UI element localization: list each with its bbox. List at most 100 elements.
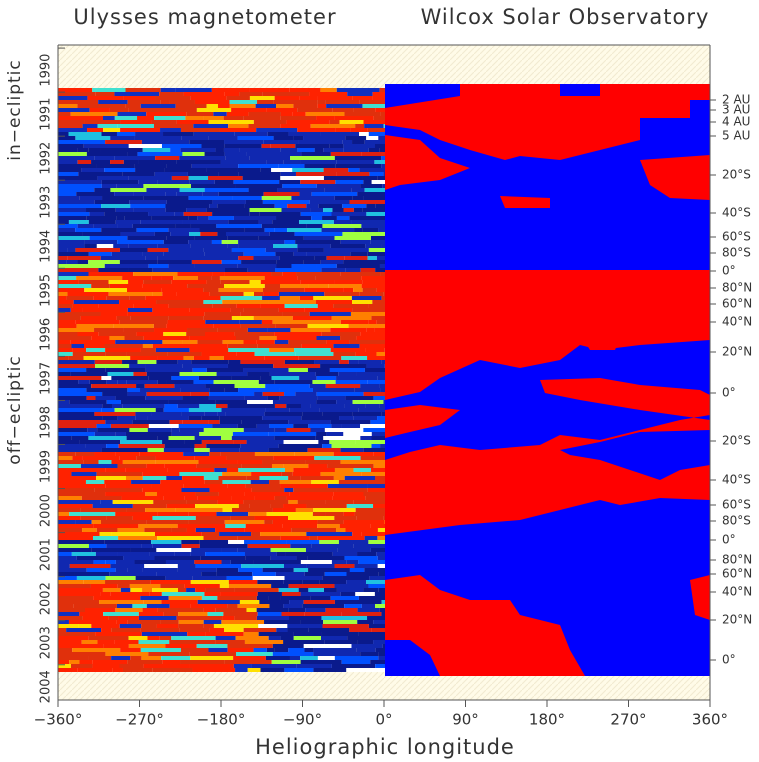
texture-cell [142,284,188,288]
texture-cell [58,524,94,528]
y-tick-label: 1997 [39,362,54,395]
texture-cell [353,544,385,548]
texture-cell [360,384,380,388]
texture-cell [351,188,365,192]
texture-cell [190,604,228,608]
texture-cell [375,204,385,208]
texture-cell [103,644,129,648]
texture-cell [249,280,261,284]
texture-cell [72,304,99,308]
texture-cell [86,368,106,372]
texture-cell [93,524,139,528]
texture-cell [368,248,385,252]
texture-cell [265,248,298,252]
texture-cell [366,328,375,332]
texture-cell [135,576,166,580]
texture-cell [168,228,200,232]
texture-cell [311,192,358,196]
texture-cell [145,364,183,368]
texture-cell [58,340,71,344]
texture-cell [119,320,168,324]
texture-cell [170,148,181,152]
texture-cell [58,160,78,164]
texture-cell [209,292,244,296]
texture-cell [183,356,194,360]
texture-cell [151,276,162,280]
texture-cell [58,312,101,316]
texture-cell [295,240,341,244]
texture-cell [152,516,196,520]
texture-cell [381,412,385,416]
texture-cell [254,392,263,396]
texture-cell [202,192,219,196]
texture-cell [334,516,357,520]
y-tick-label: 2003 [39,626,54,659]
texture-cell [138,612,164,616]
texture-cell [142,488,182,492]
texture-cell [312,380,336,384]
texture-cell [58,292,68,296]
texture-cell [274,428,287,432]
texture-cell [280,636,294,640]
texture-cell [364,188,385,192]
texture-cell [345,136,367,140]
texture-cell [171,636,216,640]
texture-cell [154,328,188,332]
texture-cell [128,636,148,640]
y-tick-label: 1996 [39,318,54,351]
texture-cell [58,660,70,664]
texture-cell [125,432,172,436]
texture-cell [371,180,385,184]
texture-cell [188,216,198,220]
texture-cell [96,244,114,248]
texture-cell [122,360,138,364]
texture-cell [142,568,178,572]
texture-cell [188,408,222,412]
texture-cell [119,260,158,264]
texture-cell [148,212,175,216]
texture-cell [336,264,380,268]
texture-cell [205,588,235,592]
texture-cell [154,116,186,120]
texture-cell [127,660,163,664]
texture-cell [274,332,322,336]
texture-cell [281,472,293,476]
texture-cell [380,388,385,392]
texture-cell [229,100,258,104]
texture-cell [383,172,385,176]
texture-cell [58,632,96,636]
texture-cell [379,404,385,408]
texture-cell [343,144,376,148]
texture-cell [365,244,382,248]
texture-cell [280,112,293,116]
texture-cell [302,336,317,340]
texture-cell [353,108,376,112]
texture-cell [58,228,76,232]
texture-cell [82,232,121,236]
texture-cell [281,592,301,596]
texture-cell [266,108,298,112]
texture-cell [58,152,87,156]
texture-cell [58,196,80,200]
texture-cell [120,120,152,124]
texture-cell [209,488,252,492]
texture-cell [222,508,233,512]
texture-cell [140,348,156,352]
texture-cell [140,220,183,224]
texture-cell [226,456,274,460]
texture-cell [300,656,318,660]
texture-cell [367,256,377,260]
texture-cell [366,580,385,584]
texture-cell [218,192,264,196]
texture-cell [128,108,163,112]
texture-cell [190,244,228,248]
texture-cell [187,172,219,176]
texture-cell [190,96,227,100]
texture-cell [364,140,385,144]
texture-cell [96,476,127,480]
right-label: 80°S [722,246,751,260]
texture-cell [362,228,379,232]
texture-cell [116,132,136,136]
texture-cell [111,628,141,632]
texture-cell [163,252,205,256]
